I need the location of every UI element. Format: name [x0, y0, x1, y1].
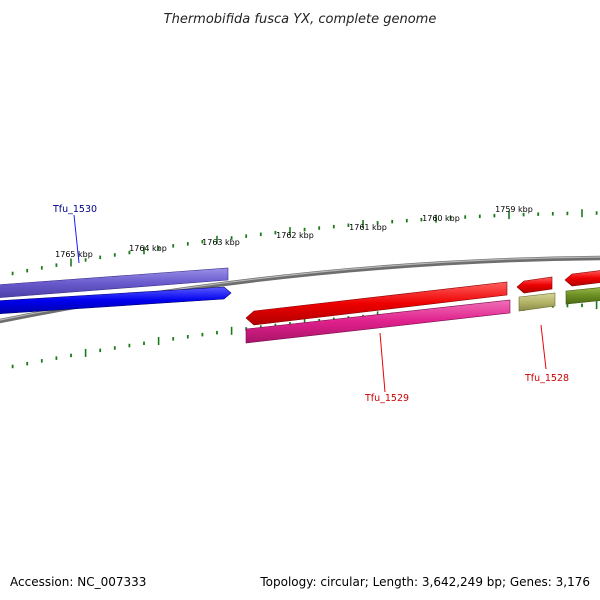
- tfu1528-leader-line: [540, 324, 547, 370]
- gene-tfu1528-arrow[interactable]: [516, 276, 553, 294]
- outer-scale-ticks: [11, 209, 598, 276]
- scale-label-1763: 1763 kbp: [202, 238, 240, 247]
- gene-tfu1529-arrow[interactable]: [245, 281, 508, 326]
- scale-label-1761: 1761 kbp: [349, 223, 387, 232]
- map-title: Thermobifida fusca YX, complete genome: [164, 12, 437, 27]
- accession-text: Accession: NC_007333: [10, 575, 147, 589]
- gene-label-tfu1529[interactable]: Tfu_1529: [364, 393, 409, 404]
- scale-label-1759: 1759 kbp: [495, 205, 533, 214]
- genome-summary-text: Topology: circular; Length: 3,642,249 bp…: [260, 575, 590, 589]
- gene-tfu1528-cog-band[interactable]: [518, 292, 556, 312]
- gene-label-tfu1530[interactable]: Tfu_1530: [52, 204, 97, 215]
- gene-next-cog-band[interactable]: [565, 287, 600, 305]
- gene-tfu1529-cog-band[interactable]: [245, 299, 511, 344]
- scale-label-1760: 1760 kbp: [422, 214, 460, 223]
- scale-label-1762: 1762 kbp: [276, 231, 314, 240]
- scale-labels: 1765 kbp 1764 kbp 1763 kbp 1762 kbp 1761…: [55, 205, 533, 259]
- tfu1530-leader-line: [73, 214, 80, 264]
- scale-label-1765: 1765 kbp: [55, 250, 93, 259]
- gene-tfu1530-cog-band[interactable]: [0, 267, 229, 298]
- gene-next-arrow[interactable]: [564, 270, 600, 287]
- gene-label-tfu1528[interactable]: Tfu_1528: [524, 373, 569, 384]
- gene-tfu1530-arrow[interactable]: [0, 286, 232, 314]
- scale-label-1764: 1764 kbp: [129, 244, 167, 253]
- tfu1529-leader-line: [379, 332, 386, 393]
